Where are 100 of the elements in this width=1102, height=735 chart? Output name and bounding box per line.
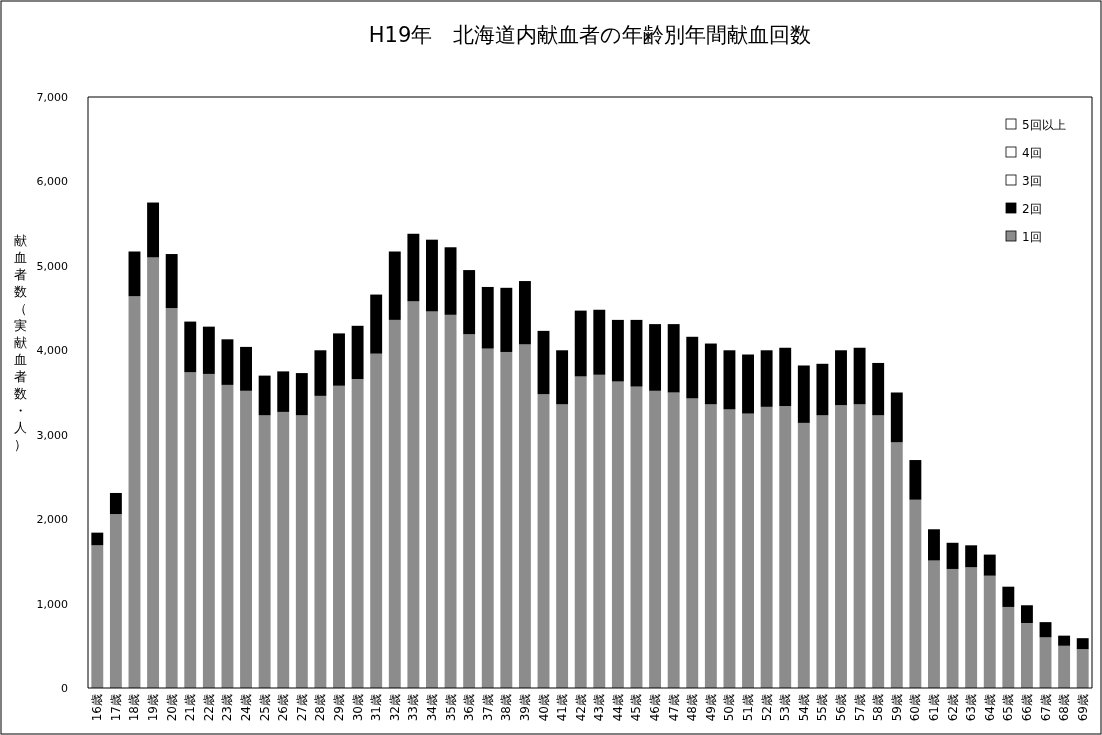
x-tick-label: 65歳 bbox=[1001, 694, 1016, 722]
bar bbox=[184, 321, 197, 373]
bar bbox=[426, 239, 438, 312]
bar bbox=[109, 514, 122, 688]
bar bbox=[147, 202, 160, 258]
x-tick-label: 45歳 bbox=[629, 694, 644, 722]
bar bbox=[797, 365, 810, 423]
x-tick-label: 46歳 bbox=[648, 694, 663, 722]
bar bbox=[240, 390, 252, 688]
bar bbox=[593, 374, 606, 688]
bar bbox=[965, 545, 978, 568]
bar bbox=[314, 395, 327, 688]
bar bbox=[649, 390, 662, 688]
bar bbox=[1002, 586, 1015, 607]
x-tick-label: 26歳 bbox=[276, 694, 291, 722]
y-tick-label: 4,000 bbox=[36, 344, 68, 358]
x-tick-label: 59歳 bbox=[889, 694, 904, 722]
bar bbox=[444, 247, 457, 315]
x-tick-label: 60歳 bbox=[908, 694, 923, 722]
x-tick-label: 22歳 bbox=[201, 694, 216, 722]
x-tick-label: 27歳 bbox=[294, 694, 309, 722]
x-tick-label: 25歳 bbox=[257, 694, 272, 722]
bar bbox=[816, 363, 829, 416]
bar bbox=[611, 319, 624, 382]
bar bbox=[667, 392, 680, 688]
bar bbox=[1020, 605, 1033, 623]
bar bbox=[853, 347, 866, 405]
bar bbox=[1076, 638, 1089, 650]
bar bbox=[797, 422, 810, 688]
x-tick-label: 29歳 bbox=[332, 694, 346, 722]
bar bbox=[128, 296, 141, 688]
bar bbox=[128, 251, 141, 297]
bar bbox=[258, 375, 271, 416]
bar bbox=[481, 286, 494, 349]
x-tick-label: 56歳 bbox=[834, 694, 848, 722]
bar bbox=[407, 233, 420, 302]
bar bbox=[258, 415, 271, 688]
bar bbox=[760, 406, 773, 688]
bar bbox=[295, 373, 308, 416]
x-tick-label: 40歳 bbox=[536, 694, 551, 722]
x-tick-label: 55歳 bbox=[815, 694, 830, 722]
bar bbox=[611, 381, 624, 688]
x-tick-label: 23歳 bbox=[220, 694, 235, 722]
bar bbox=[1076, 649, 1089, 688]
bar bbox=[816, 415, 829, 688]
bar bbox=[853, 404, 866, 688]
bar bbox=[407, 301, 420, 688]
x-tick-label: 41歳 bbox=[555, 694, 570, 722]
x-tick-label: 38歳 bbox=[499, 694, 514, 722]
bar bbox=[872, 362, 885, 416]
x-tick-label: 51歳 bbox=[741, 694, 756, 722]
x-tick-label: 48歳 bbox=[685, 694, 700, 722]
bar bbox=[779, 406, 792, 688]
bar bbox=[221, 339, 234, 385]
legend-label: 2回 bbox=[1022, 202, 1042, 216]
x-tick-label: 24歳 bbox=[239, 694, 254, 722]
bar bbox=[965, 567, 978, 688]
bar bbox=[704, 343, 717, 405]
bar bbox=[537, 330, 550, 395]
bar bbox=[333, 385, 345, 688]
bar bbox=[500, 351, 513, 688]
x-tick-label: 61歳 bbox=[926, 694, 941, 722]
bar bbox=[165, 254, 178, 309]
bar bbox=[1039, 622, 1052, 638]
bar bbox=[1058, 635, 1071, 646]
x-tick-label: 42歳 bbox=[573, 694, 588, 722]
bar bbox=[537, 394, 550, 688]
x-tick-label: 20歳 bbox=[164, 694, 179, 722]
x-tick-label: 21歳 bbox=[183, 694, 198, 722]
x-tick-label: 18歳 bbox=[127, 694, 142, 722]
bar bbox=[946, 542, 959, 569]
y-tick-label: 7,000 bbox=[36, 91, 68, 104]
x-tick-label: 47歳 bbox=[666, 694, 681, 722]
bar bbox=[890, 442, 903, 688]
y-tick-label: 1,000 bbox=[36, 597, 68, 611]
x-tick-label: 19歳 bbox=[146, 694, 161, 722]
bar bbox=[779, 347, 792, 407]
bar bbox=[723, 409, 736, 688]
bar bbox=[723, 350, 736, 410]
x-tick-label: 58歳 bbox=[871, 694, 886, 722]
chart-title: H19年 北海道内献血者の年齢別年間献血回数 bbox=[368, 23, 812, 47]
bar bbox=[202, 326, 215, 374]
bar bbox=[388, 251, 401, 320]
bar bbox=[240, 346, 252, 391]
bar bbox=[574, 376, 587, 688]
bar bbox=[147, 257, 160, 688]
bar bbox=[277, 411, 290, 688]
bar bbox=[277, 371, 290, 412]
x-tick-label: 49歳 bbox=[703, 694, 718, 722]
bar bbox=[667, 324, 680, 393]
bar bbox=[91, 532, 104, 546]
bar bbox=[983, 575, 996, 688]
bar bbox=[890, 392, 903, 443]
x-tick-label: 68歳 bbox=[1057, 694, 1072, 722]
bar bbox=[556, 404, 569, 688]
bar bbox=[518, 344, 531, 688]
x-tick-label: 30歳 bbox=[350, 694, 365, 722]
bar bbox=[221, 384, 234, 688]
bar bbox=[500, 287, 513, 352]
bar bbox=[704, 404, 717, 688]
